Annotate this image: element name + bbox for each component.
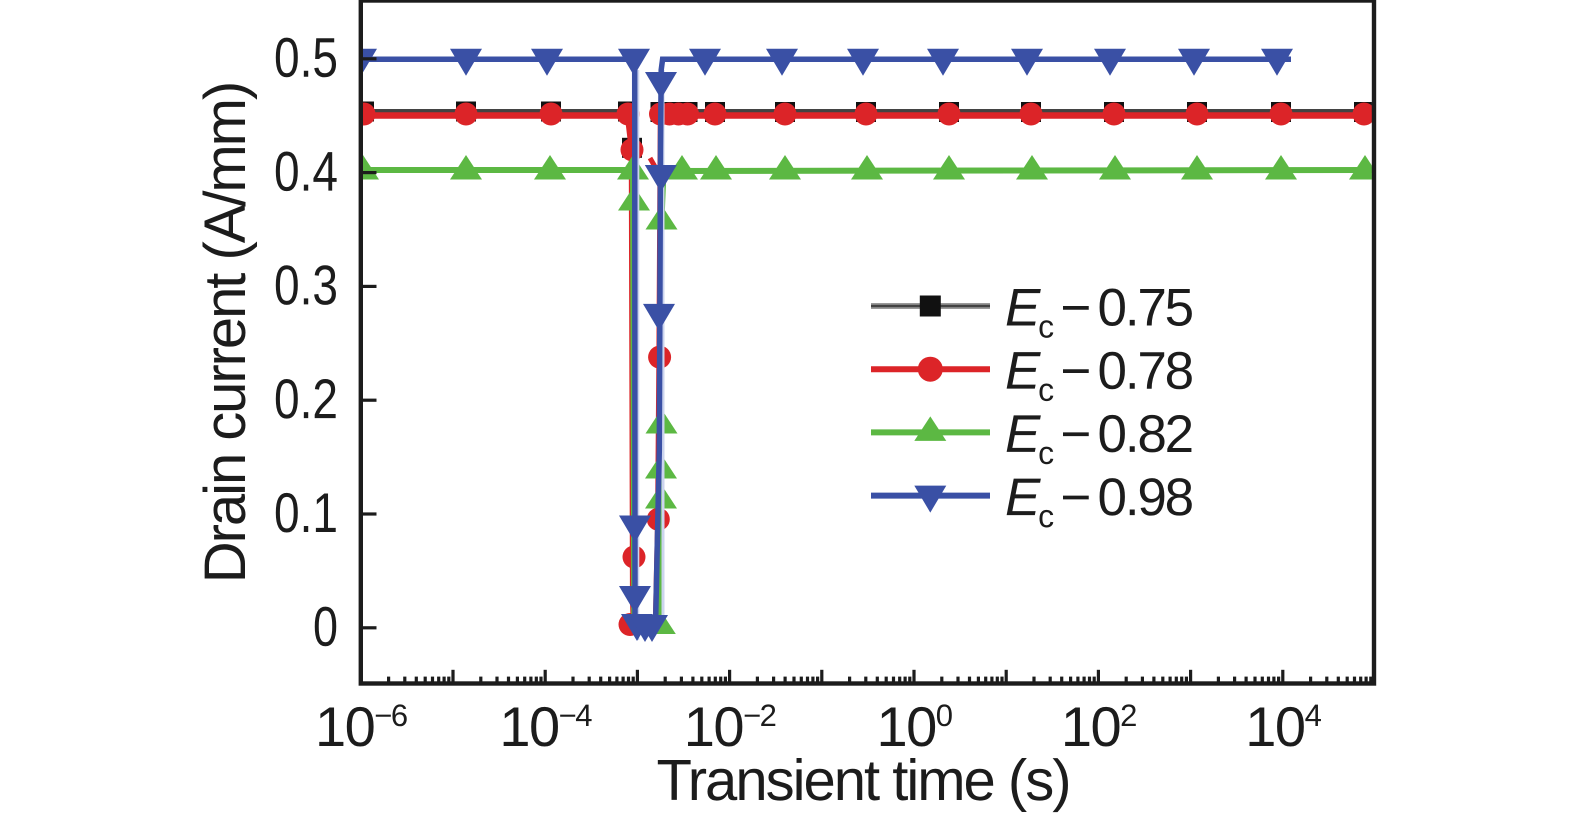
svg-text:0: 0 xyxy=(313,595,338,658)
svg-text:0.5: 0.5 xyxy=(274,26,338,89)
svg-text:0.1: 0.1 xyxy=(274,481,338,544)
svg-text:0.2: 0.2 xyxy=(274,367,338,430)
svg-text:Ec − 0.82: Ec − 0.82 xyxy=(1005,405,1192,471)
svg-text:10−4: 10−4 xyxy=(499,695,592,758)
svg-text:Transient time (s): Transient time (s) xyxy=(656,748,1069,813)
svg-text:102: 102 xyxy=(1061,695,1136,758)
svg-text:Ec − 0.98: Ec − 0.98 xyxy=(1005,468,1193,534)
svg-text:Ec − 0.75: Ec − 0.75 xyxy=(1005,279,1193,345)
svg-text:0.4: 0.4 xyxy=(274,140,338,203)
svg-text:Ec − 0.78: Ec − 0.78 xyxy=(1005,342,1193,408)
svg-text:Drain current (A/mm): Drain current (A/mm) xyxy=(193,83,258,583)
svg-text:0.3: 0.3 xyxy=(274,253,338,316)
